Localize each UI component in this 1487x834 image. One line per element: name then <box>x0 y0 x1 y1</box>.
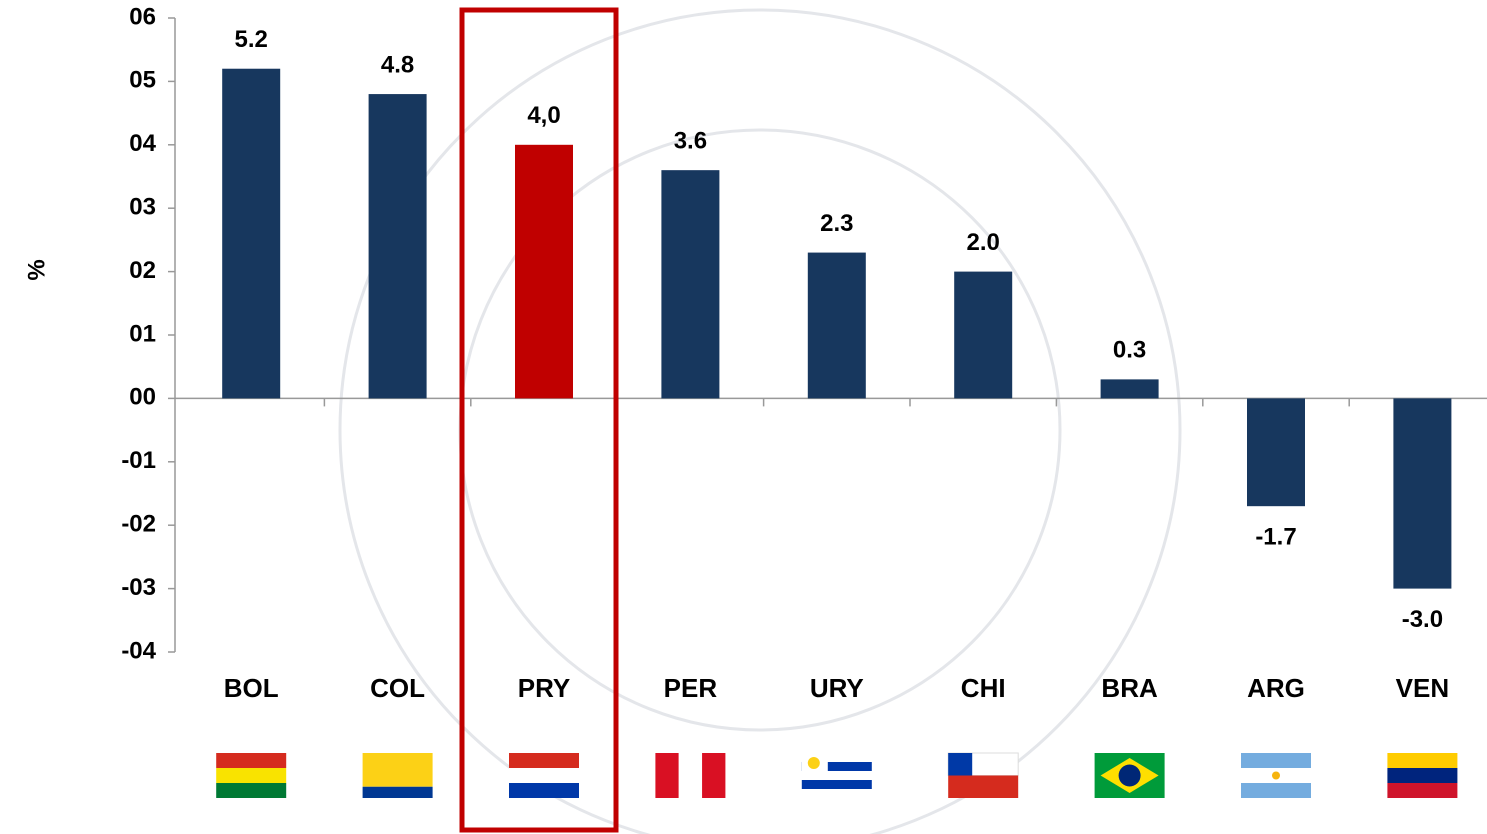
x-tick-label: CHI <box>961 673 1006 703</box>
watermark <box>338 8 1182 834</box>
x-tick-label: URY <box>810 673 864 703</box>
y-tick-label: -04 <box>121 637 156 664</box>
flag <box>655 753 726 798</box>
flag-stripe <box>509 783 579 798</box>
flag-stripe <box>1241 783 1311 798</box>
y-tick-label: -03 <box>121 574 156 601</box>
flag-stripe <box>362 786 433 798</box>
y-axis-label: % <box>23 259 50 280</box>
x-tick-label: PER <box>664 673 718 703</box>
flag-stripe <box>1387 783 1458 798</box>
flag-stripe <box>801 780 872 789</box>
flag-stripe <box>1241 753 1311 768</box>
y-tick-label: 06 <box>129 3 156 30</box>
flag-stripe <box>216 768 287 783</box>
y-tick-label: 00 <box>129 384 156 411</box>
flag <box>1387 753 1458 798</box>
bar <box>515 144 573 399</box>
bar <box>954 271 1013 399</box>
flag-stripe <box>216 783 287 798</box>
flag-stripe <box>948 775 1019 798</box>
value-label: 4,0 <box>527 102 560 129</box>
y-tick-label: 01 <box>129 320 156 347</box>
flag-globe <box>1118 764 1141 787</box>
flag-stripe <box>678 753 703 798</box>
flag <box>509 753 579 798</box>
value-label: 5.2 <box>235 26 268 53</box>
x-tick-label: BRA <box>1101 673 1158 703</box>
flag-stripe <box>509 753 579 768</box>
x-tick-label: BOL <box>224 673 279 703</box>
bar <box>807 252 866 399</box>
x-tick-label: VEN <box>1396 673 1449 703</box>
flag-stripe <box>655 753 679 798</box>
y-tick-label: -01 <box>121 447 156 474</box>
bar <box>368 94 427 399</box>
value-label: 4.8 <box>381 51 414 78</box>
y-tick-label: 02 <box>129 257 156 284</box>
y-tick-label: 05 <box>129 67 156 94</box>
flag <box>801 753 872 798</box>
flag-stripe <box>801 789 872 798</box>
y-tick-label: -02 <box>121 511 156 538</box>
bar <box>1247 398 1305 507</box>
flag-stripe <box>801 762 872 771</box>
value-label: 2.0 <box>967 229 1000 256</box>
flag-stripe <box>702 753 726 798</box>
value-label: -1.7 <box>1255 524 1296 551</box>
value-label: 2.3 <box>820 210 853 237</box>
value-label: 0.3 <box>1113 337 1146 364</box>
bar <box>222 68 281 399</box>
flag-stripe <box>801 771 872 780</box>
flag-sun <box>1272 771 1280 780</box>
highlight-box <box>459 7 619 833</box>
flag-stripe <box>509 768 579 783</box>
bar <box>661 170 720 399</box>
x-tick-label: PRY <box>518 673 571 703</box>
value-label: -3.0 <box>1402 606 1443 633</box>
flag-stripe <box>362 775 433 787</box>
flag <box>1241 753 1311 798</box>
bar <box>1100 379 1159 399</box>
y-tick-label: 03 <box>129 194 156 221</box>
value-label: 3.6 <box>674 128 707 155</box>
x-tick-label: ARG <box>1247 673 1305 703</box>
flag-sun <box>807 757 820 769</box>
flag <box>362 753 433 798</box>
flag-stripe <box>216 753 287 768</box>
flag <box>216 753 287 798</box>
flag-stripe <box>1387 768 1458 783</box>
x-tick-label: COL <box>370 673 425 703</box>
flag <box>947 752 1019 798</box>
flag-stripe <box>1387 753 1458 768</box>
bar <box>1393 398 1452 589</box>
y-tick-label: 04 <box>129 130 156 157</box>
flag-canton <box>948 753 973 776</box>
flag-stripe <box>362 753 433 776</box>
flag <box>1094 753 1165 798</box>
flag-stripe <box>801 753 872 762</box>
